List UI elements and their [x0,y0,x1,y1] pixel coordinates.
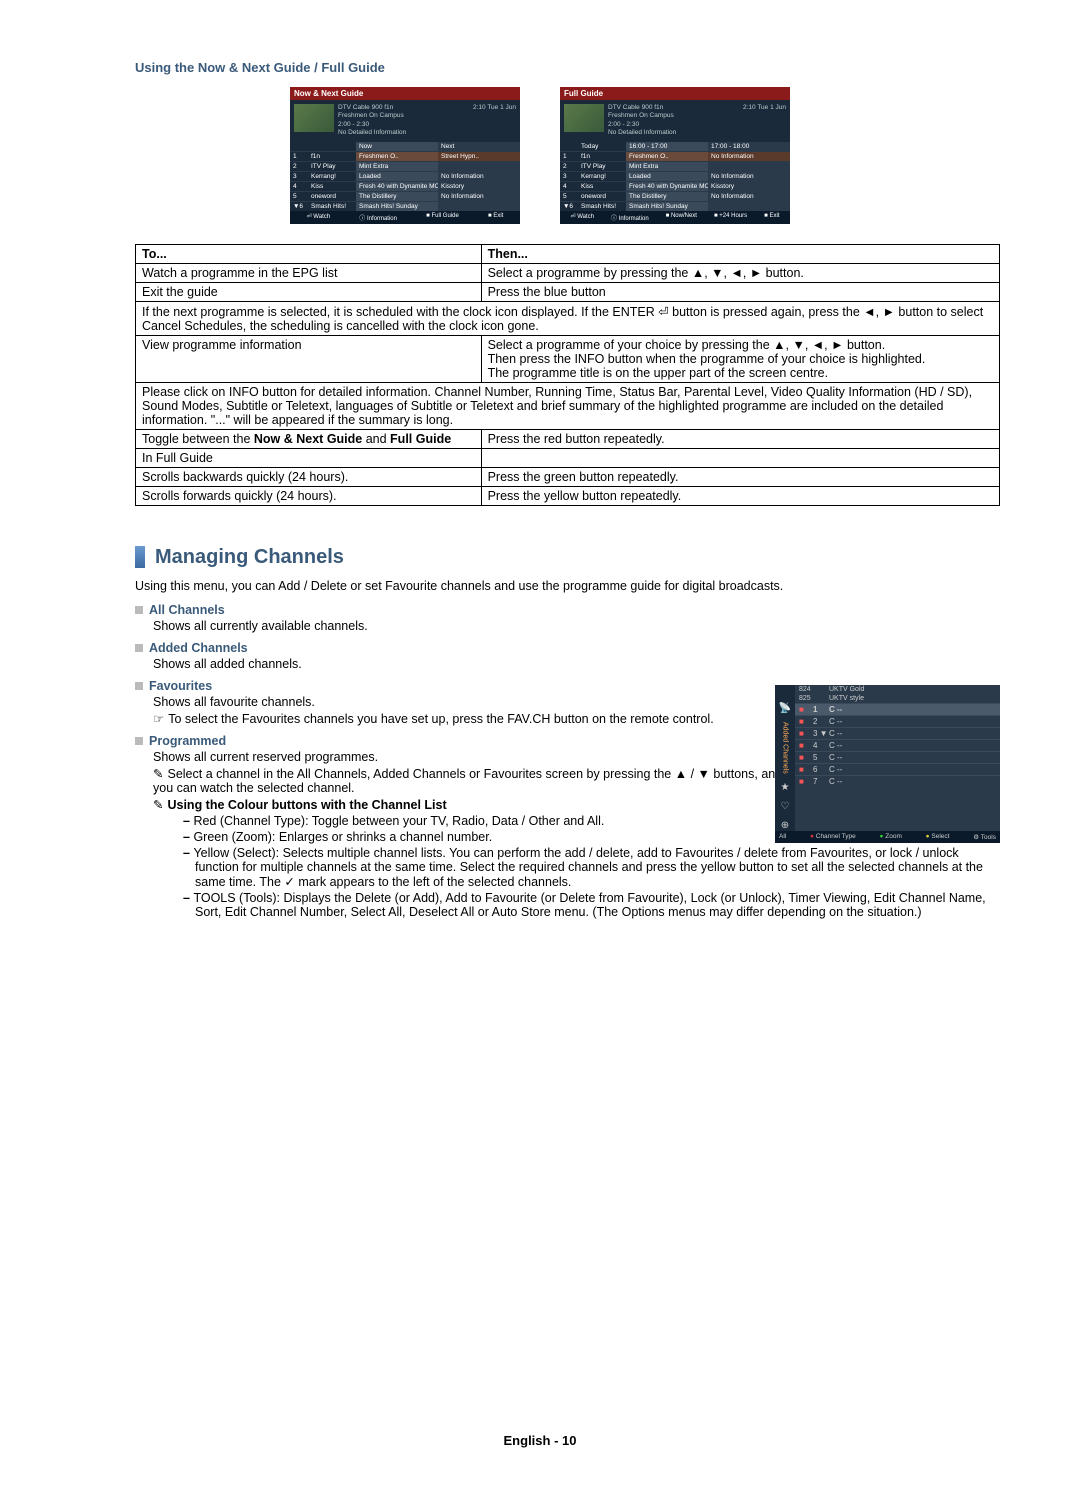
favourites-note: To select the Favourites channels you ha… [153,711,745,726]
channel-footer: All Channel Type Zoom Select ⚙ Tools [775,831,1000,843]
clock-icon: ⊕ [781,820,789,831]
bullet-icon [135,737,143,745]
footer-all: All [779,833,786,841]
cell: Press the green button repeatedly. [481,467,999,486]
footer-channel-type: Channel Type [810,833,856,841]
page-footer: English - 10 [0,1433,1080,1448]
cell: Press the yellow button repeatedly. [481,486,999,505]
instructions-table: To... Then... Watch a programme in the E… [135,244,1000,506]
cell: Scrolls backwards quickly (24 hours). [136,467,482,486]
managing-title: Managing Channels [155,546,344,569]
added-channels-title: Added Channels [149,641,248,655]
cell: In Full Guide [136,448,482,467]
star-icon: ★ [781,782,790,793]
programmed-title: Programmed [149,734,226,748]
cell: Watch a programme in the EPG list [136,263,482,282]
bullet-icon [135,644,143,652]
managing-intro: Using this menu, you can Add / Delete or… [135,579,1000,593]
cell: If the next programme is selected, it is… [136,301,1000,335]
favourites-title: Favourites [149,679,212,693]
cell: Press the red button repeatedly. [481,429,999,448]
cell: Toggle between the Now & Next Guide and … [136,429,482,448]
added-channels-tab: Added Channels [782,722,789,774]
footer-tools: ⚙ Tools [973,833,996,841]
cell: Scrolls forwards quickly (24 hours). [136,486,482,505]
antenna-icon: 📡 [779,703,791,714]
channel-side-icons: 📡 Added Channels ★ ♡ ⊕ [775,685,795,831]
th-then: Then... [481,244,999,263]
cell: Please click on INFO button for detailed… [136,382,1000,429]
managing-heading: Managing Channels [135,546,1000,569]
channel-list-preview: 📡 Added Channels ★ ♡ ⊕ 824UKTV Gold825UK… [775,685,1000,843]
dash-tools: TOOLS (Tools): Displays the Delete (or A… [183,891,1000,919]
guide-previews: Now & Next Guide DTV Cable 900 f1nFreshm… [80,87,1000,224]
cell: Press the blue button [481,282,999,301]
favourites-body: Shows all favourite channels. [153,695,745,709]
heart-icon: ♡ [781,801,790,812]
now-next-guide-preview: Now & Next Guide DTV Cable 900 f1nFreshm… [290,87,520,224]
added-channels-body: Shows all added channels. [153,657,745,671]
cell: Select a programme by pressing the ▲, ▼,… [481,263,999,282]
full-guide-preview: Full Guide DTV Cable 900 f1nFreshmen On … [560,87,790,224]
footer-zoom: Zoom [880,833,902,841]
cell [481,448,999,467]
cell: Select a programme of your choice by pre… [481,335,999,382]
all-channels-body: Shows all currently available channels. [153,619,745,633]
th-to: To... [136,244,482,263]
heading-bar-icon [135,546,145,568]
dash-yellow: Yellow (Select): Selects multiple channe… [183,846,1000,889]
item-all-channels: All Channels Shows all currently availab… [135,603,745,633]
bullet-icon [135,682,143,690]
item-added-channels: Added Channels Shows all added channels. [135,641,745,671]
footer-select: Select [926,833,950,841]
cell: Exit the guide [136,282,482,301]
bullet-icon [135,606,143,614]
section-subtitle: Using the Now & Next Guide / Full Guide [135,60,1000,75]
item-favourites: Favourites Shows all favourite channels.… [135,679,745,726]
cell: View programme information [136,335,482,382]
all-channels-title: All Channels [149,603,225,617]
